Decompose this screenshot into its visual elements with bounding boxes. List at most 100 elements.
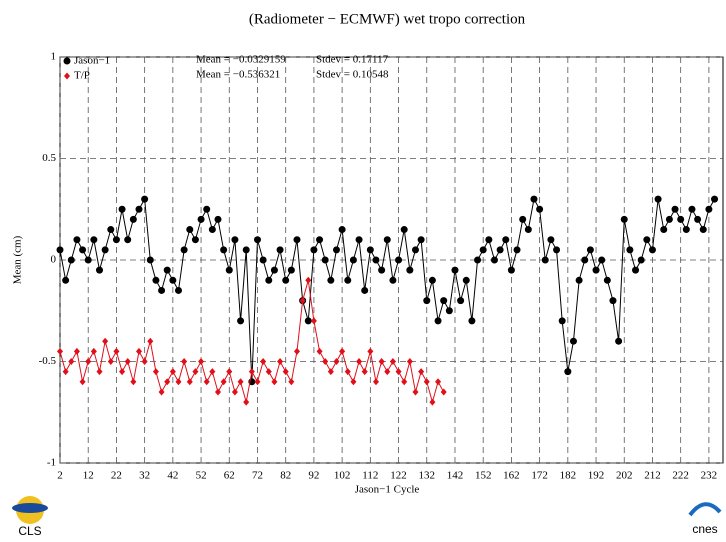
cls-logo: CLS <box>18 524 41 538</box>
data-point <box>418 368 425 376</box>
data-point <box>226 368 233 376</box>
data-point <box>429 398 436 406</box>
y-tick-label: -1 <box>47 457 56 469</box>
y-tick-label: 0.5 <box>42 152 56 164</box>
y-axis-label: Mean (cm) <box>12 235 24 284</box>
data-point <box>395 368 402 376</box>
data-point <box>67 256 75 264</box>
x-tick-label: 2 <box>57 470 63 482</box>
data-point <box>305 276 312 284</box>
data-point <box>203 378 210 386</box>
data-point <box>406 266 414 274</box>
data-point <box>197 215 205 223</box>
data-point <box>333 358 340 365</box>
data-point <box>198 358 205 365</box>
data-point <box>135 205 143 213</box>
data-point <box>231 388 238 396</box>
data-point <box>350 378 357 386</box>
data-point <box>169 368 176 376</box>
data-point <box>553 246 561 254</box>
data-point <box>423 297 431 305</box>
data-point <box>135 347 142 355</box>
data-point <box>68 358 75 365</box>
data-point <box>174 286 182 294</box>
data-point <box>406 358 413 365</box>
data-point <box>513 246 521 254</box>
data-point <box>355 236 363 244</box>
data-point <box>423 378 430 386</box>
data-point <box>158 286 166 294</box>
chart-title: (Radiometer − ECMWF) wet tropo correctio… <box>249 11 526 27</box>
data-point <box>322 358 329 365</box>
data-point <box>102 337 109 345</box>
x-tick-label: 132 <box>419 470 436 482</box>
legend-marker <box>63 57 71 65</box>
data-point <box>490 256 498 264</box>
data-point <box>603 276 611 284</box>
data-point <box>637 256 645 264</box>
data-point <box>586 246 594 254</box>
data-point <box>147 337 154 345</box>
data-point <box>146 256 154 264</box>
data-point <box>316 347 323 355</box>
data-point <box>327 276 335 284</box>
data-point <box>220 246 228 254</box>
data-point <box>519 215 527 223</box>
data-point <box>401 378 408 386</box>
data-point <box>112 236 120 244</box>
data-point <box>344 276 352 284</box>
data-point <box>428 276 436 284</box>
data-point <box>130 378 137 386</box>
cnes-logo-icon <box>688 502 722 517</box>
data-point <box>107 358 114 365</box>
x-tick-label: 122 <box>390 470 407 482</box>
data-point <box>163 266 171 274</box>
data-point <box>73 236 81 244</box>
data-point <box>677 215 685 223</box>
data-point <box>180 246 188 254</box>
data-point <box>468 317 476 325</box>
data-point <box>84 256 92 264</box>
data-point <box>530 195 538 203</box>
x-tick-label: 32 <box>139 470 150 482</box>
data-point <box>270 266 278 274</box>
data-point <box>186 226 194 234</box>
data-point <box>79 378 86 386</box>
data-point <box>400 226 408 234</box>
x-tick-label: 152 <box>475 470 492 482</box>
x-axis-label: Jason−1 Cycle <box>355 484 420 496</box>
data-point <box>310 317 317 325</box>
data-point <box>457 297 465 305</box>
data-point <box>282 276 290 284</box>
data-point <box>253 236 261 244</box>
data-point <box>299 297 306 305</box>
data-point <box>231 236 239 244</box>
data-point <box>248 368 255 376</box>
data-point <box>310 246 318 254</box>
data-point <box>344 368 351 376</box>
data-point <box>113 347 120 355</box>
data-point <box>220 378 227 386</box>
data-point <box>90 236 98 244</box>
data-point <box>118 205 126 213</box>
x-tick-label: 212 <box>644 470 661 482</box>
x-tick-label: 142 <box>447 470 464 482</box>
data-point <box>620 215 628 223</box>
data-point <box>356 358 363 365</box>
data-point <box>485 236 493 244</box>
data-point <box>277 358 284 365</box>
data-point <box>575 276 583 284</box>
annotation: Stdev = 0.10548 <box>316 69 389 81</box>
data-point <box>711 195 719 203</box>
x-tick-label: 82 <box>280 470 291 482</box>
data-point <box>101 246 109 254</box>
data-point <box>293 347 300 355</box>
data-point <box>254 378 261 386</box>
data-point <box>383 236 391 244</box>
data-point <box>271 378 278 386</box>
x-tick-label: 12 <box>83 470 94 482</box>
data-point <box>321 256 329 264</box>
data-point <box>242 246 250 254</box>
data-point <box>367 347 374 355</box>
data-point <box>158 388 165 396</box>
